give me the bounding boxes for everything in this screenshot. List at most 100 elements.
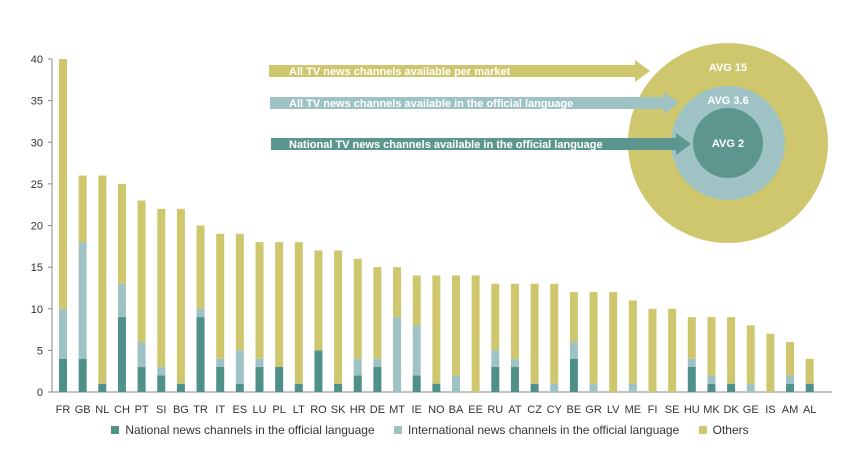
bar-segment-international [491, 350, 500, 368]
bar-segment-others [550, 283, 559, 384]
bar-segment-national [707, 383, 716, 392]
x-tick-label: BG [173, 404, 189, 416]
bar-segment-national [727, 383, 736, 392]
bar-segment-international [157, 367, 166, 376]
bar-segment-others [216, 233, 225, 359]
x-tick-label: DE [370, 404, 385, 416]
bar-segment-others [137, 200, 146, 343]
x-tick-label: GB [75, 404, 91, 416]
bar-segment-national [314, 350, 323, 392]
bar-segment-others [275, 242, 284, 368]
bar-segment-international [786, 375, 795, 384]
bar-segment-international [510, 358, 519, 368]
bar-segment-others [727, 317, 736, 384]
x-tick-label: AM [782, 404, 799, 416]
bar-segment-others [786, 342, 795, 376]
circle-inner [693, 108, 763, 178]
bar-segment-international [196, 308, 205, 318]
x-tick-label: BE [567, 404, 582, 416]
x-tick-label: LV [607, 404, 620, 416]
legend-label-international: International news channels in the offic… [407, 423, 680, 437]
x-tick-label: SK [331, 404, 346, 416]
bar-segment-international [255, 358, 264, 368]
x-tick-label: BA [449, 404, 464, 416]
arrow-official-language-label: All TV news channels available in the of… [289, 98, 573, 110]
y-tick-label: 10 [31, 304, 43, 316]
bar-segment-national [491, 367, 500, 392]
x-tick-label: RU [487, 404, 503, 416]
x-tick-label: PL [272, 404, 285, 416]
bar-segment-national [805, 383, 814, 392]
bar-segment-others [530, 283, 539, 384]
bar-segment-international [235, 350, 244, 384]
bar-segment-international [78, 242, 87, 359]
bar-segment-others [334, 250, 343, 384]
x-tick-label: HR [350, 404, 366, 416]
bar-segment-others [746, 325, 755, 384]
bar-segment-others [196, 225, 205, 309]
x-tick-label: IT [215, 404, 225, 416]
bar-segment-international [589, 383, 598, 392]
bar-segment-others [569, 292, 578, 343]
x-tick-label: SI [156, 404, 166, 416]
bar-segment-national [334, 383, 343, 392]
bar-segment-others [157, 208, 166, 368]
x-tick-label: SE [665, 404, 680, 416]
x-tick-label: NO [428, 404, 445, 416]
x-tick-label: TR [193, 404, 208, 416]
bar-segment-others [589, 292, 598, 384]
bar-segment-national [275, 367, 284, 392]
x-tick-label: LT [293, 404, 305, 416]
bar-segment-national [432, 383, 441, 392]
bars-group [59, 59, 814, 392]
x-tick-label: FI [648, 404, 658, 416]
legend-item-international: International news channels in the offic… [393, 423, 680, 437]
bar-segment-national [117, 317, 126, 392]
circle-outer-label: AVG 15 [709, 62, 747, 74]
x-tick-label: GE [743, 404, 759, 416]
bar-segment-others [628, 300, 637, 384]
bar-segment-international [569, 342, 578, 359]
circle-inner-label: AVG 2 [712, 138, 744, 150]
bar-segment-others [766, 333, 775, 392]
bar-segment-international [393, 317, 402, 392]
arrow-all-channels-label: All TV news channels available per marke… [289, 66, 511, 78]
bar-segment-others [491, 283, 500, 351]
bar-segment-others [353, 258, 362, 359]
legend-label-national: National news channels in the official l… [125, 423, 375, 437]
bar-segment-national [353, 375, 362, 392]
x-tick-label: DK [723, 404, 739, 416]
bar-segment-others [98, 175, 107, 384]
x-tick-label: IS [765, 404, 775, 416]
x-tick-label: FR [56, 404, 71, 416]
bar-segment-others [373, 267, 382, 359]
bar-segment-others [432, 275, 441, 384]
arrow-national-channels [271, 133, 691, 155]
bar-segment-national [137, 367, 146, 392]
bar-segment-international [746, 383, 755, 392]
x-tick-label: LU [252, 404, 266, 416]
bar-segment-international [59, 308, 67, 359]
bar-segment-international [628, 383, 637, 392]
bar-segment-others [510, 283, 519, 359]
y-tick-label: 20 [31, 221, 43, 233]
x-tick-label: CH [114, 404, 130, 416]
bar-segment-others [393, 267, 402, 318]
bar-segment-others [235, 233, 244, 351]
bar-segment-national [196, 317, 205, 392]
x-tick-label: AT [508, 404, 522, 416]
y-tick-label: 0 [37, 387, 43, 399]
bar-segment-national [412, 375, 421, 392]
bar-segment-international [412, 325, 421, 376]
chart-legend: National news channels in the official l… [0, 423, 860, 437]
bar-segment-national [216, 367, 225, 392]
bar-segment-national [255, 367, 264, 392]
bar-segment-national [59, 358, 67, 392]
bar-segment-national [530, 383, 539, 392]
legend-label-others: Others [712, 423, 749, 437]
x-axis-labels: FR GB NL CH PT SI BG TR IT ES LU PL LT RO SK HR DE MT IE NO… [56, 404, 817, 416]
legend-item-others: Others [698, 423, 749, 437]
bar-segment-international [373, 358, 382, 368]
average-infographic: AVG 15 AVG 3.6 AVG 2 All TV news channel… [269, 43, 828, 243]
arrow-official-language [270, 92, 679, 114]
